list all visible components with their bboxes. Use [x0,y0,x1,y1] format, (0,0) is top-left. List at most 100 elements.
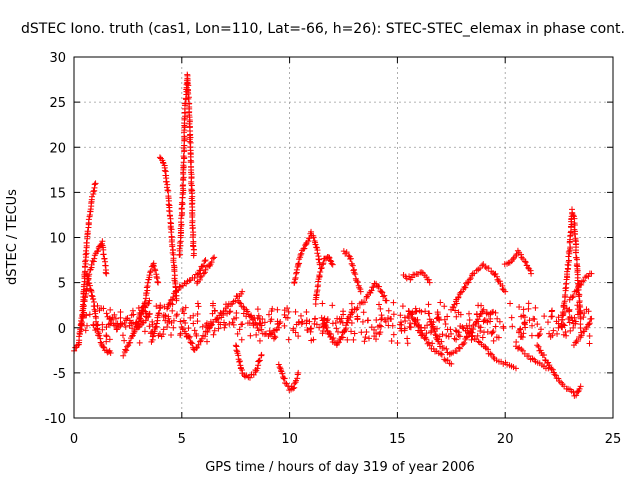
data-point [195,341,202,348]
data-point [496,278,503,285]
data-point [341,327,348,334]
data-point [117,321,124,328]
data-point [250,322,257,329]
data-point [490,328,497,335]
data-point [378,316,385,323]
data-point [96,307,103,314]
data-point [99,326,106,333]
data-point [560,321,567,328]
data-point [549,307,556,314]
data-point [293,270,300,277]
data-point [492,270,499,277]
data-point [294,375,301,382]
data-point [168,229,175,236]
data-point [385,322,392,329]
data-point [469,329,476,336]
data-point [483,309,490,316]
chart-title: dSTEC Iono. truth (cas1, Lon=110, Lat=-6… [21,21,625,37]
data-point [374,323,381,330]
data-point [574,338,581,345]
data-point [150,332,157,339]
data-point [153,273,160,280]
data-point [429,340,436,347]
data-point [222,301,229,308]
y-axis-label: dSTEC / TECUs [5,189,20,285]
data-point [582,274,589,281]
data-point [554,330,561,337]
data-point [113,326,120,333]
data-point [112,315,119,322]
data-point [462,284,469,291]
data-point [214,315,221,322]
data-point [227,308,234,315]
data-point [92,327,99,334]
data-point [86,280,93,287]
data-point [194,311,201,318]
data-point [349,309,356,316]
data-point [452,307,459,314]
data-point [455,294,462,301]
data-point [147,268,154,275]
data-point [164,324,171,331]
data-point [90,188,97,195]
data-point [507,300,514,307]
data-point [514,345,521,352]
data-point [183,333,190,340]
data-point [88,261,95,268]
data-point [567,244,574,251]
data-point [575,311,582,318]
data-point [164,187,171,194]
data-point [229,319,236,326]
data-point [545,359,552,366]
data-point [103,333,110,340]
data-point [457,289,464,296]
data-point [566,319,573,326]
data-point [407,324,414,331]
data-point [100,305,107,312]
data-point [100,344,107,351]
data-point [261,319,268,326]
data-point [563,280,570,287]
data-point [528,332,535,339]
data-point [425,276,432,283]
data-point [531,316,538,323]
data-point [434,315,441,322]
data-point [169,307,176,314]
data-point [482,343,489,350]
data-point [463,333,470,340]
data-point [233,347,240,354]
data-point [425,301,432,308]
data-point [211,254,218,261]
data-point [487,315,494,322]
data-point [406,273,413,280]
data-point [378,288,385,295]
data-point [444,313,451,320]
data-point [351,330,358,337]
data-point [362,334,369,341]
data-point [484,328,491,335]
data-point [199,323,206,330]
data-point [180,153,187,160]
data-point [474,332,481,339]
data-point [438,338,445,345]
data-point [586,321,593,328]
data-point [585,308,592,315]
data-point [580,314,587,321]
data-point [275,361,282,368]
data-point [117,314,124,321]
data-point [233,309,240,316]
data-point [418,269,425,276]
data-point [142,299,149,306]
data-point [334,340,341,347]
data-point [236,358,243,365]
data-point [87,286,94,293]
data-point [167,297,174,304]
data-point [189,340,196,347]
data-point [466,310,473,317]
data-point [256,357,263,364]
data-point [256,357,263,364]
data-point [555,375,562,382]
data-point [351,269,358,276]
data-point [394,339,401,346]
